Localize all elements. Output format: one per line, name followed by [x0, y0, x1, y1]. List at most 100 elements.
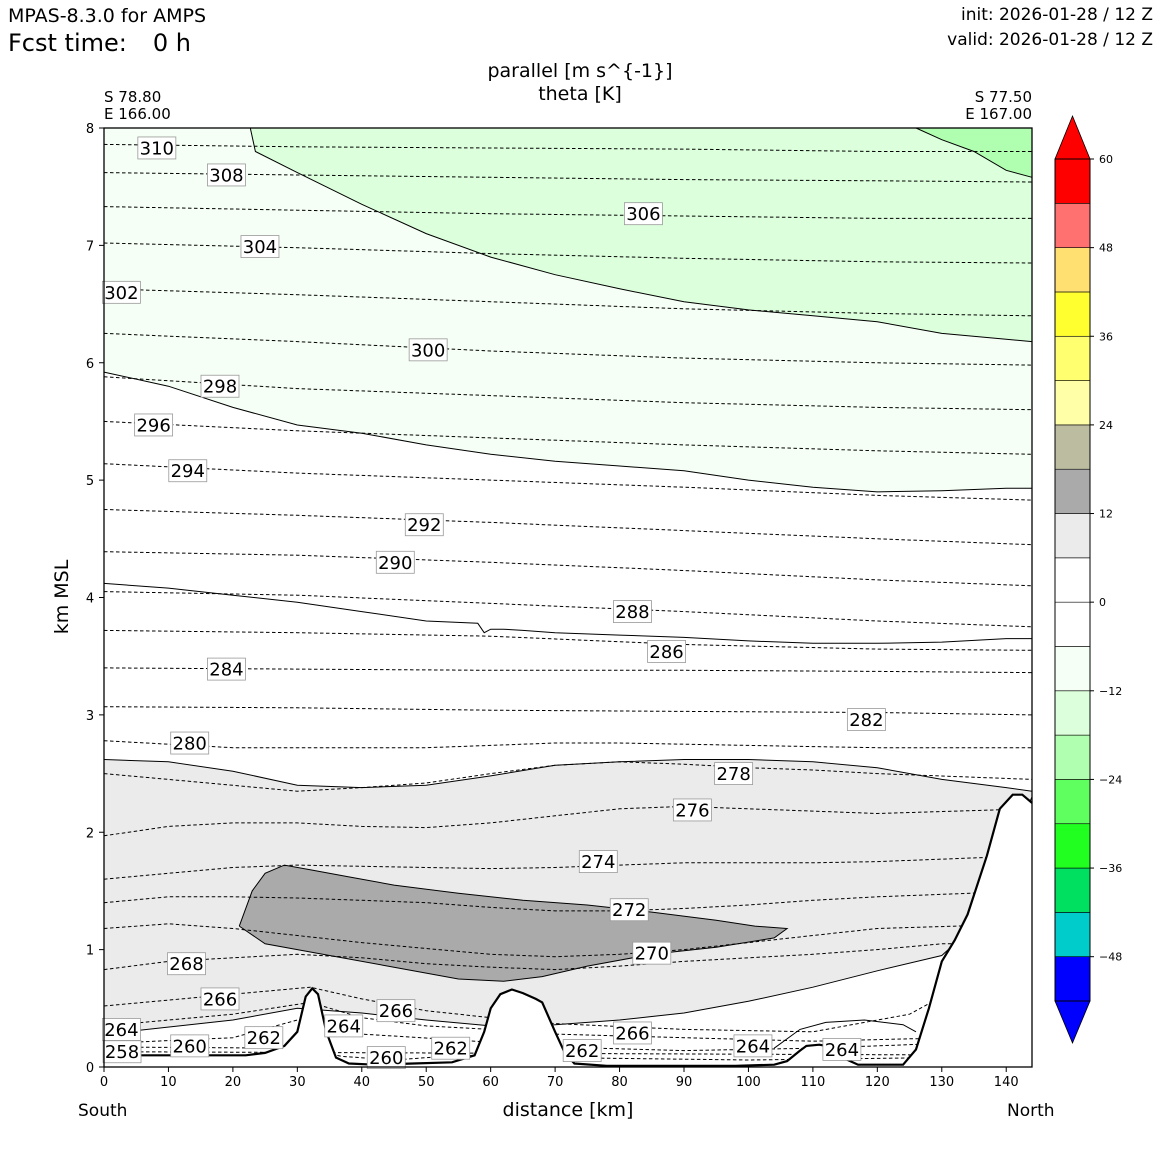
colorbar-bin [1054, 867, 1091, 913]
colorbar-bin [1054, 335, 1091, 381]
north-direction-label: North [1007, 1101, 1055, 1121]
wind-contour-isotach-lower [103, 759, 1033, 792]
x-tick-label: 60 [482, 1075, 499, 1090]
theta-label-text: 304 [243, 237, 277, 258]
x-tick-label: 10 [160, 1075, 177, 1090]
theta-label-box [609, 898, 649, 922]
theta-label: 266 [200, 987, 240, 1010]
theta-label-text: 300 [411, 340, 445, 361]
colorbar-bin [1054, 424, 1091, 470]
theta-label-text: 284 [209, 660, 243, 681]
theta-label-text: 262 [565, 1041, 599, 1062]
forecast-time-value: 0 h [152, 29, 191, 57]
theta-label-box [137, 136, 177, 160]
x-tick-label: 100 [736, 1075, 761, 1090]
colorbar-bin [1054, 912, 1091, 957]
forecast-time: Fcst time: 0 h [8, 29, 191, 57]
theta-label: 290 [375, 550, 415, 574]
theta-label: 264 [822, 1037, 862, 1061]
y-axis-label: km MSL [51, 559, 73, 635]
theta-label-text: 260 [173, 1036, 207, 1057]
colorbar-tick-label: −12 [1099, 685, 1122, 698]
theta-label-text: 270 [635, 944, 669, 965]
theta-label-text: 264 [104, 1020, 138, 1041]
isentrope-304 [103, 242, 1033, 264]
colorbar-tick-label: −36 [1099, 862, 1122, 875]
isentrope-278 [103, 761, 1033, 792]
isentrope-308 [103, 172, 1033, 183]
y-tick-label: 8 [86, 122, 94, 137]
valid-time: valid: 2026-01-28 / 12 Z [947, 30, 1153, 50]
theta-label-box [168, 459, 208, 483]
wind-contour-isotach-blob [238, 864, 789, 982]
colorbar-tick-label: 36 [1099, 330, 1113, 343]
wind-region-mid-green-corner [916, 128, 1032, 178]
colorbar-bin [1054, 601, 1091, 647]
theta-label-text: 274 [581, 852, 615, 873]
theta-label-box [672, 798, 712, 822]
theta-label: 294 [168, 459, 208, 483]
theta-label-text: 290 [378, 553, 412, 574]
theta-label: 304 [240, 235, 280, 258]
theta-label-box [366, 1046, 406, 1070]
theta-label-text: 258 [105, 1042, 139, 1063]
theta-label: 306 [624, 202, 663, 225]
y-tick-label: 7 [86, 239, 94, 254]
colorbar-bin [1054, 646, 1091, 692]
isentrope-288 [103, 591, 1033, 628]
wind-region-light-gray-lower [104, 759, 1032, 1035]
axes-layer: 0 10 20 30 40 50 60 70 80 90 100 110 120 130 140 0 1 2 3 4 5… [86, 122, 1019, 1090]
theta-label: 274 [578, 850, 618, 873]
colorbar-bin [1054, 468, 1091, 514]
theta-label-text: 308 [209, 165, 243, 186]
x-tick-label: 130 [929, 1075, 954, 1090]
theta-label-text: 264 [327, 1016, 361, 1037]
isentrope-300 [103, 332, 1033, 366]
x-tick-label: 80 [611, 1075, 628, 1090]
theta-label: 262 [244, 1026, 284, 1049]
model-title: MPAS-8.3.0 for AMPS [8, 5, 207, 27]
theta-label: 276 [672, 798, 712, 822]
theta-label: 296 [134, 413, 174, 437]
colorbar-bin [1054, 203, 1091, 248]
colorbar-extend-high [1054, 114, 1091, 160]
x-tick-label: 20 [225, 1075, 242, 1090]
theta-label-text: 262 [434, 1039, 468, 1060]
wind-contour-isotach-top [249, 127, 1033, 343]
theta-label-box [822, 1037, 862, 1061]
y-tick-label: 2 [86, 826, 94, 841]
theta-label-box [134, 413, 174, 437]
theta-label-text: 262 [247, 1028, 281, 1049]
end-lat: S 77.50 [974, 88, 1032, 106]
colorbar-extend-low [1054, 1000, 1091, 1045]
theta-label-box [562, 1039, 602, 1062]
south-direction-label: South [78, 1101, 128, 1121]
x-tick-label: 40 [354, 1075, 371, 1090]
chart-title-theta: theta [K] [538, 83, 622, 105]
colorbar-tick-label: 0 [1099, 596, 1106, 609]
y-tick-label: 6 [86, 357, 94, 372]
theta-label: 270 [632, 941, 672, 965]
colorbar-bin [1054, 956, 1091, 1002]
end-point-coords: S 77.50 E 167.00 [965, 89, 1032, 123]
theta-label-box [170, 731, 210, 755]
x-axis-label: distance [km] [502, 1099, 634, 1121]
colorbar-bin [1054, 690, 1091, 736]
theta-label-text: 294 [171, 461, 205, 482]
theta-label: 308 [207, 163, 246, 186]
theta-label-text: 280 [173, 734, 207, 755]
theta-label-box [613, 600, 652, 623]
theta-label: 264 [324, 1014, 364, 1037]
colorbar-frame [1054, 158, 1091, 1002]
colorbar-bin [1054, 823, 1091, 869]
theta-label-text: 302 [104, 283, 138, 304]
theta-label: 266 [376, 999, 416, 1022]
start-point-coords: S 78.80 E 166.00 [104, 89, 171, 123]
theta-label-box [200, 374, 240, 398]
theta-label: 298 [200, 374, 240, 398]
isentrope-298 [103, 376, 1033, 411]
theta-label-text: 288 [615, 602, 649, 623]
theta-label-box [207, 657, 246, 681]
